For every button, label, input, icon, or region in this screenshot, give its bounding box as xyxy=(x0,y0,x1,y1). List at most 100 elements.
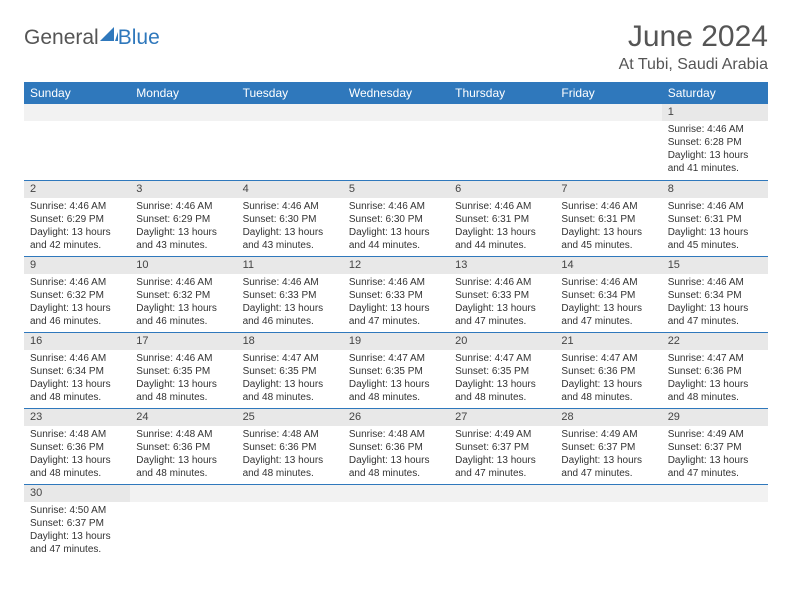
sunset-line: Sunset: 6:37 PM xyxy=(668,441,762,454)
weekday-header: Tuesday xyxy=(237,82,343,104)
daylight-line: Daylight: 13 hours and 44 minutes. xyxy=(349,226,443,252)
daylight-line: Daylight: 13 hours and 48 minutes. xyxy=(561,378,655,404)
daylight-line: Daylight: 13 hours and 43 minutes. xyxy=(136,226,230,252)
weekday-header: Sunday xyxy=(24,82,130,104)
sunrise-line: Sunrise: 4:46 AM xyxy=(136,352,230,365)
day-details: Sunrise: 4:47 AMSunset: 6:36 PMDaylight:… xyxy=(555,350,661,408)
day-number: 23 xyxy=(24,409,130,426)
daylight-line: Daylight: 13 hours and 47 minutes. xyxy=(668,302,762,328)
daylight-line: Daylight: 13 hours and 47 minutes. xyxy=(561,302,655,328)
daylight-line: Daylight: 13 hours and 47 minutes. xyxy=(668,454,762,480)
day-details: Sunrise: 4:47 AMSunset: 6:35 PMDaylight:… xyxy=(237,350,343,408)
day-details: Sunrise: 4:46 AMSunset: 6:30 PMDaylight:… xyxy=(343,198,449,256)
month-title: June 2024 xyxy=(619,20,768,54)
calendar-cell: 16Sunrise: 4:46 AMSunset: 6:34 PMDayligh… xyxy=(24,332,130,408)
calendar-cell: 7Sunrise: 4:46 AMSunset: 6:31 PMDaylight… xyxy=(555,180,661,256)
sunset-line: Sunset: 6:30 PM xyxy=(243,213,337,226)
sunset-line: Sunset: 6:36 PM xyxy=(349,441,443,454)
sunset-line: Sunset: 6:34 PM xyxy=(668,289,762,302)
weekday-header: Friday xyxy=(555,82,661,104)
sunrise-line: Sunrise: 4:46 AM xyxy=(30,200,124,213)
day-number: 24 xyxy=(130,409,236,426)
sunset-line: Sunset: 6:37 PM xyxy=(30,517,124,530)
sunrise-line: Sunrise: 4:50 AM xyxy=(30,504,124,517)
location: At Tubi, Saudi Arabia xyxy=(619,56,768,74)
day-number: 22 xyxy=(662,333,768,350)
day-number: 14 xyxy=(555,257,661,274)
daylight-line: Daylight: 13 hours and 42 minutes. xyxy=(30,226,124,252)
day-details: Sunrise: 4:48 AMSunset: 6:36 PMDaylight:… xyxy=(343,426,449,484)
daylight-line: Daylight: 13 hours and 46 minutes. xyxy=(136,302,230,328)
sunrise-line: Sunrise: 4:46 AM xyxy=(30,276,124,289)
calendar-cell xyxy=(130,485,236,561)
day-number: 16 xyxy=(24,333,130,350)
daylight-line: Daylight: 13 hours and 48 minutes. xyxy=(136,454,230,480)
day-details: Sunrise: 4:49 AMSunset: 6:37 PMDaylight:… xyxy=(555,426,661,484)
day-details: Sunrise: 4:47 AMSunset: 6:36 PMDaylight:… xyxy=(662,350,768,408)
day-number: 17 xyxy=(130,333,236,350)
day-number xyxy=(130,104,236,121)
day-details: Sunrise: 4:50 AMSunset: 6:37 PMDaylight:… xyxy=(24,502,130,560)
calendar-cell: 12Sunrise: 4:46 AMSunset: 6:33 PMDayligh… xyxy=(343,256,449,332)
sunset-line: Sunset: 6:31 PM xyxy=(455,213,549,226)
day-details: Sunrise: 4:47 AMSunset: 6:35 PMDaylight:… xyxy=(449,350,555,408)
sunset-line: Sunset: 6:31 PM xyxy=(561,213,655,226)
day-details: Sunrise: 4:46 AMSunset: 6:32 PMDaylight:… xyxy=(130,274,236,332)
calendar-cell xyxy=(237,104,343,180)
calendar-cell: 6Sunrise: 4:46 AMSunset: 6:31 PMDaylight… xyxy=(449,180,555,256)
sunrise-line: Sunrise: 4:46 AM xyxy=(349,276,443,289)
weekday-header: Monday xyxy=(130,82,236,104)
day-number xyxy=(237,485,343,502)
calendar-cell: 22Sunrise: 4:47 AMSunset: 6:36 PMDayligh… xyxy=(662,332,768,408)
sunset-line: Sunset: 6:36 PM xyxy=(243,441,337,454)
day-number: 20 xyxy=(449,333,555,350)
logo-text-general: General xyxy=(24,26,99,50)
sunrise-line: Sunrise: 4:46 AM xyxy=(561,276,655,289)
day-number xyxy=(237,104,343,121)
sunrise-line: Sunrise: 4:46 AM xyxy=(668,276,762,289)
day-details: Sunrise: 4:46 AMSunset: 6:33 PMDaylight:… xyxy=(343,274,449,332)
day-number: 15 xyxy=(662,257,768,274)
calendar-cell: 17Sunrise: 4:46 AMSunset: 6:35 PMDayligh… xyxy=(130,332,236,408)
sunrise-line: Sunrise: 4:48 AM xyxy=(136,428,230,441)
day-details: Sunrise: 4:48 AMSunset: 6:36 PMDaylight:… xyxy=(130,426,236,484)
sunrise-line: Sunrise: 4:46 AM xyxy=(136,200,230,213)
daylight-line: Daylight: 13 hours and 48 minutes. xyxy=(349,378,443,404)
day-number: 8 xyxy=(662,181,768,198)
daylight-line: Daylight: 13 hours and 47 minutes. xyxy=(561,454,655,480)
day-details: Sunrise: 4:46 AMSunset: 6:30 PMDaylight:… xyxy=(237,198,343,256)
calendar-cell: 1Sunrise: 4:46 AMSunset: 6:28 PMDaylight… xyxy=(662,104,768,180)
weekday-header: Wednesday xyxy=(343,82,449,104)
day-details: Sunrise: 4:46 AMSunset: 6:34 PMDaylight:… xyxy=(662,274,768,332)
sunset-line: Sunset: 6:36 PM xyxy=(561,365,655,378)
day-number xyxy=(24,104,130,121)
daylight-line: Daylight: 13 hours and 44 minutes. xyxy=(455,226,549,252)
day-number: 10 xyxy=(130,257,236,274)
calendar-cell: 15Sunrise: 4:46 AMSunset: 6:34 PMDayligh… xyxy=(662,256,768,332)
day-number: 28 xyxy=(555,409,661,426)
calendar-cell xyxy=(343,104,449,180)
sunrise-line: Sunrise: 4:48 AM xyxy=(243,428,337,441)
sunrise-line: Sunrise: 4:46 AM xyxy=(30,352,124,365)
calendar-cell: 4Sunrise: 4:46 AMSunset: 6:30 PMDaylight… xyxy=(237,180,343,256)
sunset-line: Sunset: 6:37 PM xyxy=(455,441,549,454)
calendar-cell xyxy=(555,485,661,561)
calendar-cell: 11Sunrise: 4:46 AMSunset: 6:33 PMDayligh… xyxy=(237,256,343,332)
daylight-line: Daylight: 13 hours and 48 minutes. xyxy=(30,454,124,480)
daylight-line: Daylight: 13 hours and 46 minutes. xyxy=(243,302,337,328)
calendar-cell: 30Sunrise: 4:50 AMSunset: 6:37 PMDayligh… xyxy=(24,485,130,561)
calendar-cell: 26Sunrise: 4:48 AMSunset: 6:36 PMDayligh… xyxy=(343,409,449,485)
calendar-cell xyxy=(130,104,236,180)
calendar-cell: 8Sunrise: 4:46 AMSunset: 6:31 PMDaylight… xyxy=(662,180,768,256)
sunset-line: Sunset: 6:34 PM xyxy=(30,365,124,378)
day-details: Sunrise: 4:46 AMSunset: 6:34 PMDaylight:… xyxy=(24,350,130,408)
calendar-cell: 9Sunrise: 4:46 AMSunset: 6:32 PMDaylight… xyxy=(24,256,130,332)
calendar-cell: 28Sunrise: 4:49 AMSunset: 6:37 PMDayligh… xyxy=(555,409,661,485)
calendar-cell xyxy=(237,485,343,561)
day-details: Sunrise: 4:46 AMSunset: 6:33 PMDaylight:… xyxy=(449,274,555,332)
daylight-line: Daylight: 13 hours and 47 minutes. xyxy=(455,302,549,328)
calendar-cell xyxy=(449,104,555,180)
daylight-line: Daylight: 13 hours and 47 minutes. xyxy=(455,454,549,480)
calendar-cell: 20Sunrise: 4:47 AMSunset: 6:35 PMDayligh… xyxy=(449,332,555,408)
calendar-cell: 24Sunrise: 4:48 AMSunset: 6:36 PMDayligh… xyxy=(130,409,236,485)
